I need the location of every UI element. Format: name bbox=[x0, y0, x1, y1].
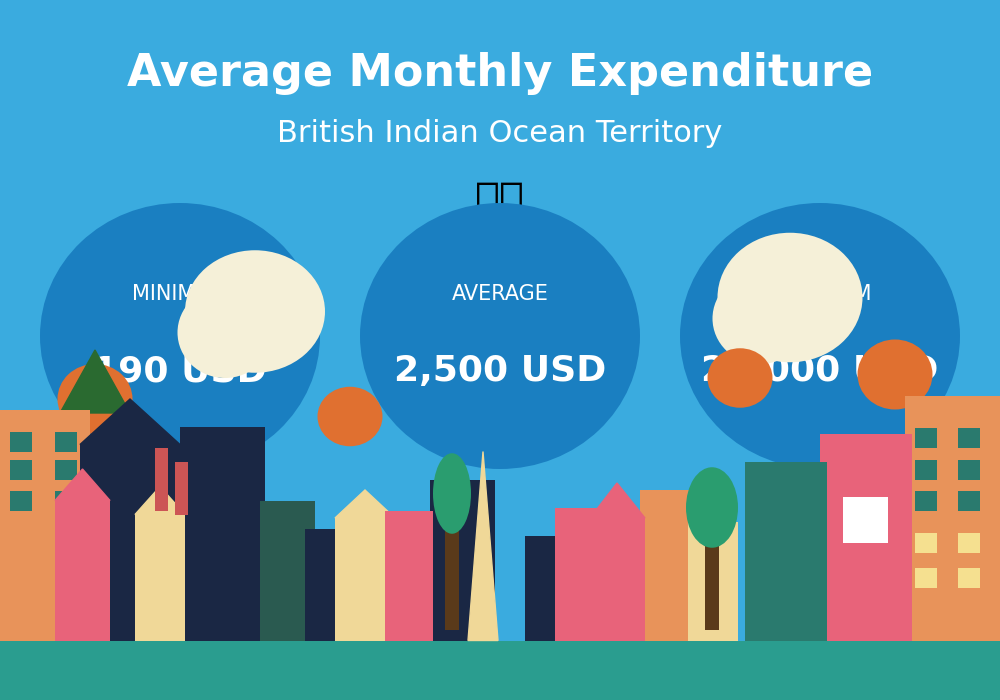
Bar bbox=[905, 395, 1000, 640]
Polygon shape bbox=[135, 486, 185, 514]
Ellipse shape bbox=[185, 250, 325, 372]
Bar bbox=[958, 568, 980, 588]
Ellipse shape bbox=[178, 287, 272, 378]
Text: 25,000 USD: 25,000 USD bbox=[701, 354, 939, 388]
Bar bbox=[525, 536, 597, 640]
Text: British Indian Ocean Territory: British Indian Ocean Territory bbox=[277, 118, 723, 148]
Ellipse shape bbox=[712, 273, 808, 364]
Polygon shape bbox=[590, 483, 645, 518]
Bar bbox=[688, 522, 738, 640]
Bar bbox=[915, 428, 937, 448]
Ellipse shape bbox=[40, 203, 320, 469]
Polygon shape bbox=[80, 399, 180, 444]
Text: 🇮🇴: 🇮🇴 bbox=[475, 178, 525, 220]
Bar bbox=[445, 518, 459, 630]
Bar bbox=[958, 460, 980, 480]
Bar bbox=[10, 432, 32, 452]
Ellipse shape bbox=[718, 233, 862, 363]
Text: 190 USD: 190 USD bbox=[93, 354, 267, 388]
Bar bbox=[260, 500, 315, 640]
Bar bbox=[915, 533, 937, 553]
Ellipse shape bbox=[318, 386, 382, 447]
Bar bbox=[55, 460, 77, 480]
Bar bbox=[820, 434, 912, 640]
Ellipse shape bbox=[58, 364, 132, 434]
Ellipse shape bbox=[708, 349, 772, 407]
Bar bbox=[10, 460, 32, 480]
Text: 2,500 USD: 2,500 USD bbox=[394, 354, 606, 388]
Bar bbox=[958, 491, 980, 511]
Polygon shape bbox=[468, 452, 498, 640]
Bar bbox=[843, 497, 888, 542]
Bar bbox=[175, 462, 188, 514]
Text: AVERAGE: AVERAGE bbox=[452, 284, 548, 304]
Bar bbox=[640, 490, 712, 640]
Text: MINIMUM: MINIMUM bbox=[132, 284, 228, 304]
Ellipse shape bbox=[858, 340, 932, 410]
Polygon shape bbox=[60, 350, 130, 413]
Text: Average Monthly Expenditure: Average Monthly Expenditure bbox=[127, 52, 873, 95]
Ellipse shape bbox=[433, 454, 471, 533]
Bar bbox=[10, 491, 32, 511]
Bar bbox=[305, 528, 350, 640]
Bar bbox=[55, 500, 110, 640]
Bar bbox=[80, 444, 180, 640]
Ellipse shape bbox=[680, 203, 960, 469]
Bar bbox=[430, 480, 495, 640]
Bar bbox=[135, 514, 185, 640]
Ellipse shape bbox=[360, 203, 640, 469]
Bar bbox=[705, 532, 719, 630]
Bar bbox=[958, 533, 980, 553]
Bar bbox=[915, 491, 937, 511]
Bar bbox=[335, 518, 395, 640]
Bar bbox=[915, 568, 937, 588]
Bar bbox=[555, 508, 597, 640]
Polygon shape bbox=[55, 469, 110, 500]
Bar bbox=[385, 511, 433, 640]
Text: MAXIMUM: MAXIMUM bbox=[768, 284, 872, 304]
Bar bbox=[155, 448, 168, 511]
Bar bbox=[0, 410, 90, 640]
Bar bbox=[915, 460, 937, 480]
Polygon shape bbox=[335, 490, 395, 518]
Bar bbox=[180, 427, 265, 640]
Bar bbox=[745, 462, 827, 640]
Bar bbox=[590, 518, 645, 640]
Bar bbox=[0, 640, 1000, 700]
Bar bbox=[55, 432, 77, 452]
Bar bbox=[55, 491, 77, 511]
Ellipse shape bbox=[686, 468, 738, 547]
Bar bbox=[958, 428, 980, 448]
